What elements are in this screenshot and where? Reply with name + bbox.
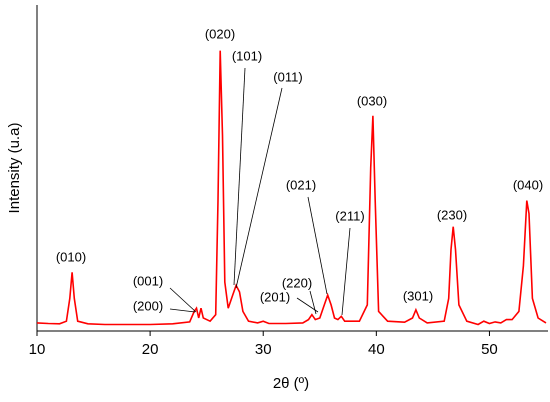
leader-line [341, 227, 351, 316]
leader-line [169, 287, 197, 313]
peak-label: (030) [357, 93, 387, 108]
leader-line [233, 67, 246, 286]
peak-label: (211) [335, 208, 364, 223]
peak-label: (010) [56, 249, 86, 264]
leader-line [309, 290, 317, 315]
peak-label: (040) [513, 177, 543, 192]
x-tick-label: 10 [29, 341, 46, 358]
leader-line [296, 297, 319, 313]
x-tick-label: 50 [481, 341, 498, 358]
peak-label: (220) [282, 275, 312, 290]
peak-label: (201) [260, 289, 290, 304]
leader-line [235, 87, 283, 289]
leader-line [307, 196, 328, 295]
peak-label: (011) [273, 69, 302, 84]
peak-label: (021) [286, 177, 316, 192]
peak-label: (020) [205, 26, 235, 41]
x-tick-label: 20 [142, 341, 159, 358]
y-axis-label: Intensity (u.a) [6, 123, 23, 214]
peak-label: (230) [437, 207, 467, 222]
peak-label: (101) [232, 48, 262, 63]
x-axis-label: 2θ (º) [273, 375, 309, 392]
x-tick-label: 30 [255, 341, 272, 358]
peak-label: (301) [403, 288, 433, 303]
data-line [36, 50, 547, 326]
peak-label: (001) [133, 273, 163, 288]
leader-line [169, 308, 196, 313]
x-tick-label: 40 [368, 341, 385, 358]
peak-label: (200) [133, 298, 163, 313]
